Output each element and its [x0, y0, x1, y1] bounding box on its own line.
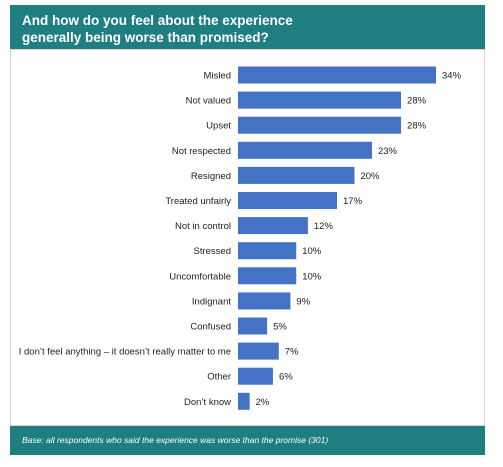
bar — [238, 342, 279, 360]
category-label: Misled — [204, 71, 231, 82]
bar-chart: Misled 34% Not valued 28% Upset 28% Not respec… — [19, 66, 462, 410]
bar — [238, 242, 297, 260]
category-label: Not in control — [175, 221, 231, 232]
bar — [238, 141, 372, 159]
category-label: Uncomfortable — [169, 271, 231, 282]
value-label: 7% — [285, 347, 299, 358]
bar — [238, 367, 273, 385]
category-label: Stressed — [194, 246, 232, 257]
title-line-1: And how do you feel about the experience — [22, 13, 293, 28]
value-label: 10% — [302, 246, 322, 257]
value-label: 23% — [378, 146, 398, 157]
value-label: 28% — [407, 96, 427, 107]
bar — [238, 267, 297, 285]
category-label: Indignant — [192, 296, 231, 307]
category-label: Confused — [190, 322, 231, 333]
category-label: Upset — [206, 121, 231, 132]
category-label: Don’t know — [184, 397, 231, 408]
category-label: I don’t feel anything – it doesn’t reall… — [19, 347, 231, 358]
bar — [238, 116, 402, 134]
value-label: 2% — [256, 397, 270, 408]
value-label: 28% — [407, 121, 427, 132]
value-label: 20% — [360, 171, 380, 182]
bar — [238, 91, 402, 109]
bar — [238, 166, 355, 184]
category-label: Other — [207, 372, 231, 383]
chart-title: And how do you feel about the experience… — [10, 5, 485, 49]
bar — [238, 66, 436, 84]
value-label: 34% — [442, 71, 462, 82]
category-label: Not respected — [172, 146, 231, 157]
category-label: Resigned — [191, 171, 231, 182]
bar — [238, 217, 308, 235]
bar — [238, 292, 291, 310]
bar — [238, 317, 268, 335]
value-label: 9% — [296, 296, 310, 307]
bar — [238, 192, 337, 209]
value-label: 12% — [314, 221, 334, 232]
value-label: 5% — [273, 322, 287, 333]
bar — [238, 392, 250, 410]
value-label: 6% — [279, 372, 293, 383]
chart-panel: Misled 34% Not valued 28% Upset 28% Not respec… — [10, 49, 485, 426]
title-line-2: generally being worse than promised? — [22, 30, 269, 45]
category-label: Not valued — [186, 96, 231, 107]
value-label: 17% — [343, 196, 363, 207]
value-label: 10% — [302, 271, 322, 282]
category-label: Treated unfairly — [165, 196, 231, 207]
base-note: Base: all respondents who said the exper… — [10, 426, 485, 455]
